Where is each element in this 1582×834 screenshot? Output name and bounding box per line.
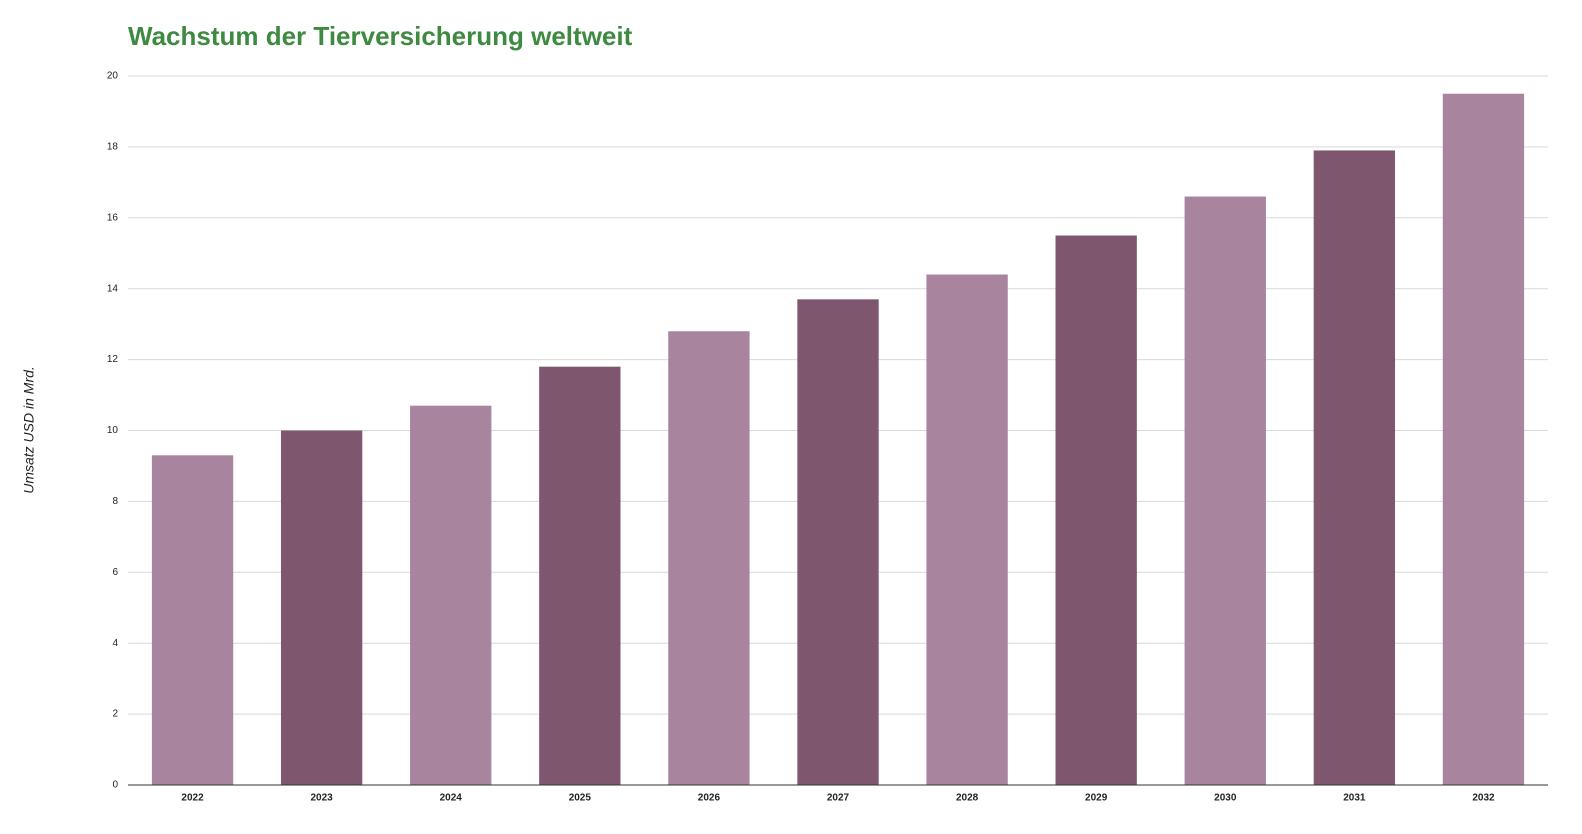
x-tick-label: 2030 (1214, 793, 1237, 804)
x-tick-label: 2027 (827, 793, 850, 804)
x-tick-label: 2022 (181, 793, 204, 804)
chart-title: Wachstum der Tierversicherung weltweit (128, 21, 633, 51)
y-tick-label: 20 (107, 71, 119, 82)
x-tick-label: 2026 (698, 793, 721, 804)
bar (539, 366, 621, 785)
y-tick-label: 4 (112, 638, 118, 649)
bar (926, 274, 1008, 785)
x-tick-label: 2024 (440, 793, 463, 804)
x-tick-label: 2028 (956, 793, 979, 804)
y-tick-label: 12 (107, 354, 119, 365)
bar (410, 405, 492, 785)
bar (1184, 196, 1266, 785)
y-tick-label: 6 (112, 567, 118, 578)
y-tick-label: 2 (112, 709, 118, 720)
y-tick-label: 10 (107, 425, 119, 436)
x-tick-label: 2025 (569, 793, 592, 804)
x-tick-label: 2031 (1343, 793, 1366, 804)
x-tick-label: 2023 (311, 793, 334, 804)
x-tick-label: 2032 (1472, 793, 1495, 804)
x-tick-label: 2029 (1085, 793, 1108, 804)
bar (797, 299, 879, 785)
bar (1055, 235, 1137, 785)
y-axis-label: Umsatz USD in Mrd. (21, 366, 37, 494)
y-tick-label: 16 (107, 212, 119, 223)
bar (1442, 93, 1525, 786)
y-tick-label: 0 (112, 780, 118, 791)
bar (668, 331, 750, 785)
bar (1313, 150, 1396, 785)
bar (280, 430, 363, 785)
y-tick-label: 8 (112, 496, 118, 507)
y-tick-label: 18 (107, 142, 119, 153)
bar (151, 455, 234, 785)
y-tick-label: 14 (107, 283, 119, 294)
